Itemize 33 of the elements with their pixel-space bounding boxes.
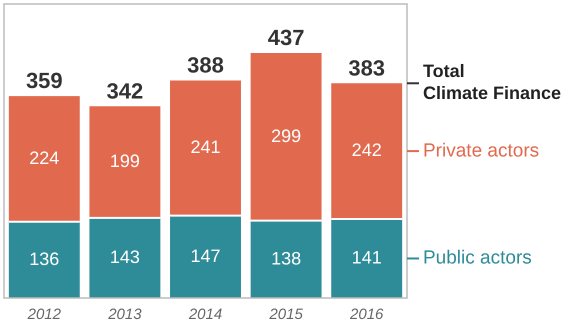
bar <box>331 83 402 219</box>
data-label: 241 <box>190 136 221 157</box>
data-label: 199 <box>110 151 140 172</box>
bar <box>8 222 80 298</box>
data-label: 299 <box>271 126 302 146</box>
data-label: 136 <box>29 248 60 269</box>
x-tick-label: 2015 <box>268 306 304 324</box>
data-label: 224 <box>29 148 60 168</box>
data-label: 143 <box>110 246 140 267</box>
legend-label: Private actors <box>423 140 540 162</box>
bar <box>331 218 402 298</box>
total-label: 383 <box>348 55 386 80</box>
x-tick-label: 2013 <box>107 306 142 324</box>
x-tick-label: 2016 <box>349 306 384 324</box>
bar <box>170 216 241 298</box>
bar <box>250 53 322 221</box>
data-label: 242 <box>352 140 382 160</box>
legend-label: Public actors <box>423 248 532 269</box>
total-label: 359 <box>26 68 63 94</box>
bar <box>170 80 241 216</box>
x-tick-label: 2014 <box>188 306 222 324</box>
data-label: 138 <box>271 248 302 268</box>
total-label: 388 <box>187 52 224 78</box>
total-label: 437 <box>268 25 304 50</box>
bar <box>8 96 80 222</box>
bar <box>250 220 322 298</box>
total-label: 342 <box>106 78 144 104</box>
data-label: 141 <box>352 247 382 268</box>
text: Total Climate Finance <box>423 61 562 104</box>
data-label: 147 <box>190 246 221 266</box>
bar <box>89 218 160 298</box>
bar <box>89 106 160 218</box>
x-tick-label: 2012 <box>26 306 62 324</box>
